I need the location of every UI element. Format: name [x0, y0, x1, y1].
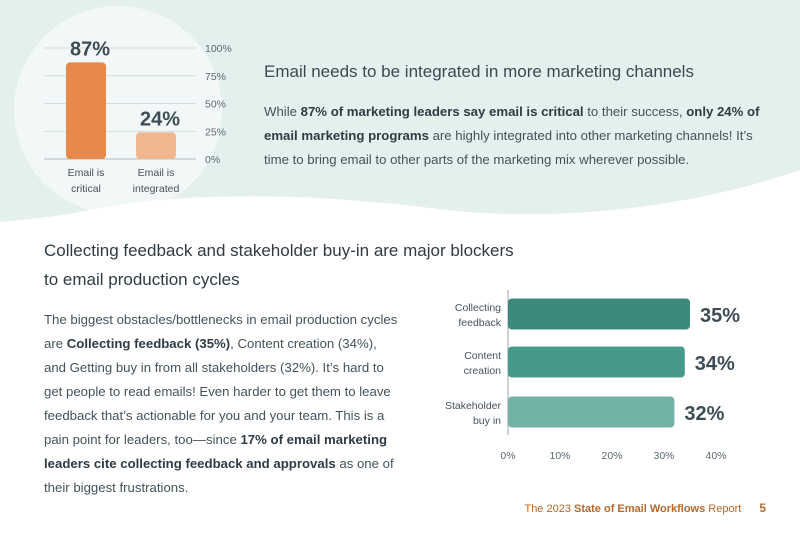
- data-label: 35%: [700, 305, 740, 327]
- section2-body-segment: , Content creation (34%), and Getting bu…: [44, 336, 391, 447]
- category-label: Content: [464, 350, 501, 362]
- x-tick-label: 0%: [500, 450, 515, 462]
- y-tick-label: 25%: [205, 126, 226, 138]
- x-tick-label: 40%: [705, 450, 726, 462]
- section1-title: Email needs to be integrated in more mar…: [264, 62, 694, 81]
- section1-body-segment: While: [264, 104, 301, 119]
- section1-body: While 87% of marketing leaders say email…: [264, 100, 764, 172]
- category-label: critical: [71, 183, 101, 195]
- footer: The 2023 State of Email Workflows Report…: [524, 501, 766, 515]
- category-label: feedback: [458, 317, 501, 329]
- x-tick-label: 30%: [653, 450, 674, 462]
- section2-body-segment: as one of their biggest frustrations.: [44, 456, 394, 495]
- footer-suffix: Report: [705, 503, 742, 515]
- category-label: Collecting: [455, 302, 501, 314]
- section2-body-segment: Collecting feedback (35%): [66, 336, 231, 351]
- section1-body-segment: are highly integrated into other marketi…: [264, 128, 753, 167]
- category-label: buy in: [473, 415, 501, 427]
- y-tick-label: 0%: [205, 154, 220, 166]
- footer-prefix: The 2023: [524, 503, 575, 515]
- category-label: integrated: [133, 183, 180, 195]
- bar: [508, 298, 690, 330]
- category-label: Email is: [68, 167, 105, 179]
- data-label: 87%: [70, 38, 110, 60]
- section1-body-segment: only 24% of email marketing programs: [264, 104, 760, 143]
- footer-report-name: State of Email Workflows: [574, 503, 706, 515]
- page-number: 5: [759, 501, 766, 515]
- y-tick-label: 100%: [205, 43, 232, 55]
- section1-body-segment: 87% of marketing leaders say email is cr…: [300, 104, 584, 119]
- bar: [136, 132, 176, 159]
- section2-body: The biggest obstacles/bottlenecks in ema…: [44, 308, 399, 500]
- x-tick-label: 10%: [549, 450, 570, 462]
- section1-body-segment: to their success,: [583, 104, 687, 119]
- category-label: Stakeholder: [445, 400, 502, 412]
- category-label: Email is: [138, 167, 175, 179]
- y-tick-label: 75%: [205, 71, 226, 83]
- category-label: creation: [464, 365, 502, 377]
- data-label: 34%: [695, 353, 735, 375]
- y-tick-label: 50%: [205, 99, 226, 111]
- x-tick-label: 20%: [601, 450, 622, 462]
- bar: [508, 396, 675, 428]
- data-label: 24%: [140, 108, 180, 130]
- data-label: 32%: [684, 403, 724, 425]
- critical-vs-integrated-chart: 0% 25% 50% 75% 100% 87% Email is critical 24% Ema…: [44, 38, 232, 195]
- bar: [66, 62, 106, 159]
- section2-body-segment: 17% of email marketing leaders cite coll…: [44, 432, 388, 471]
- section2-title: Collecting feedback and stakeholder buy-…: [44, 241, 514, 289]
- chart-highlight-circle: [14, 6, 222, 214]
- production-blockers-chart: 0% 10% 20% 30% 40% 35% Collecting feedback 34% Co…: [445, 290, 740, 462]
- bar: [508, 346, 685, 378]
- section2-body-segment: The biggest obstacles/bottlenecks in ema…: [44, 312, 398, 351]
